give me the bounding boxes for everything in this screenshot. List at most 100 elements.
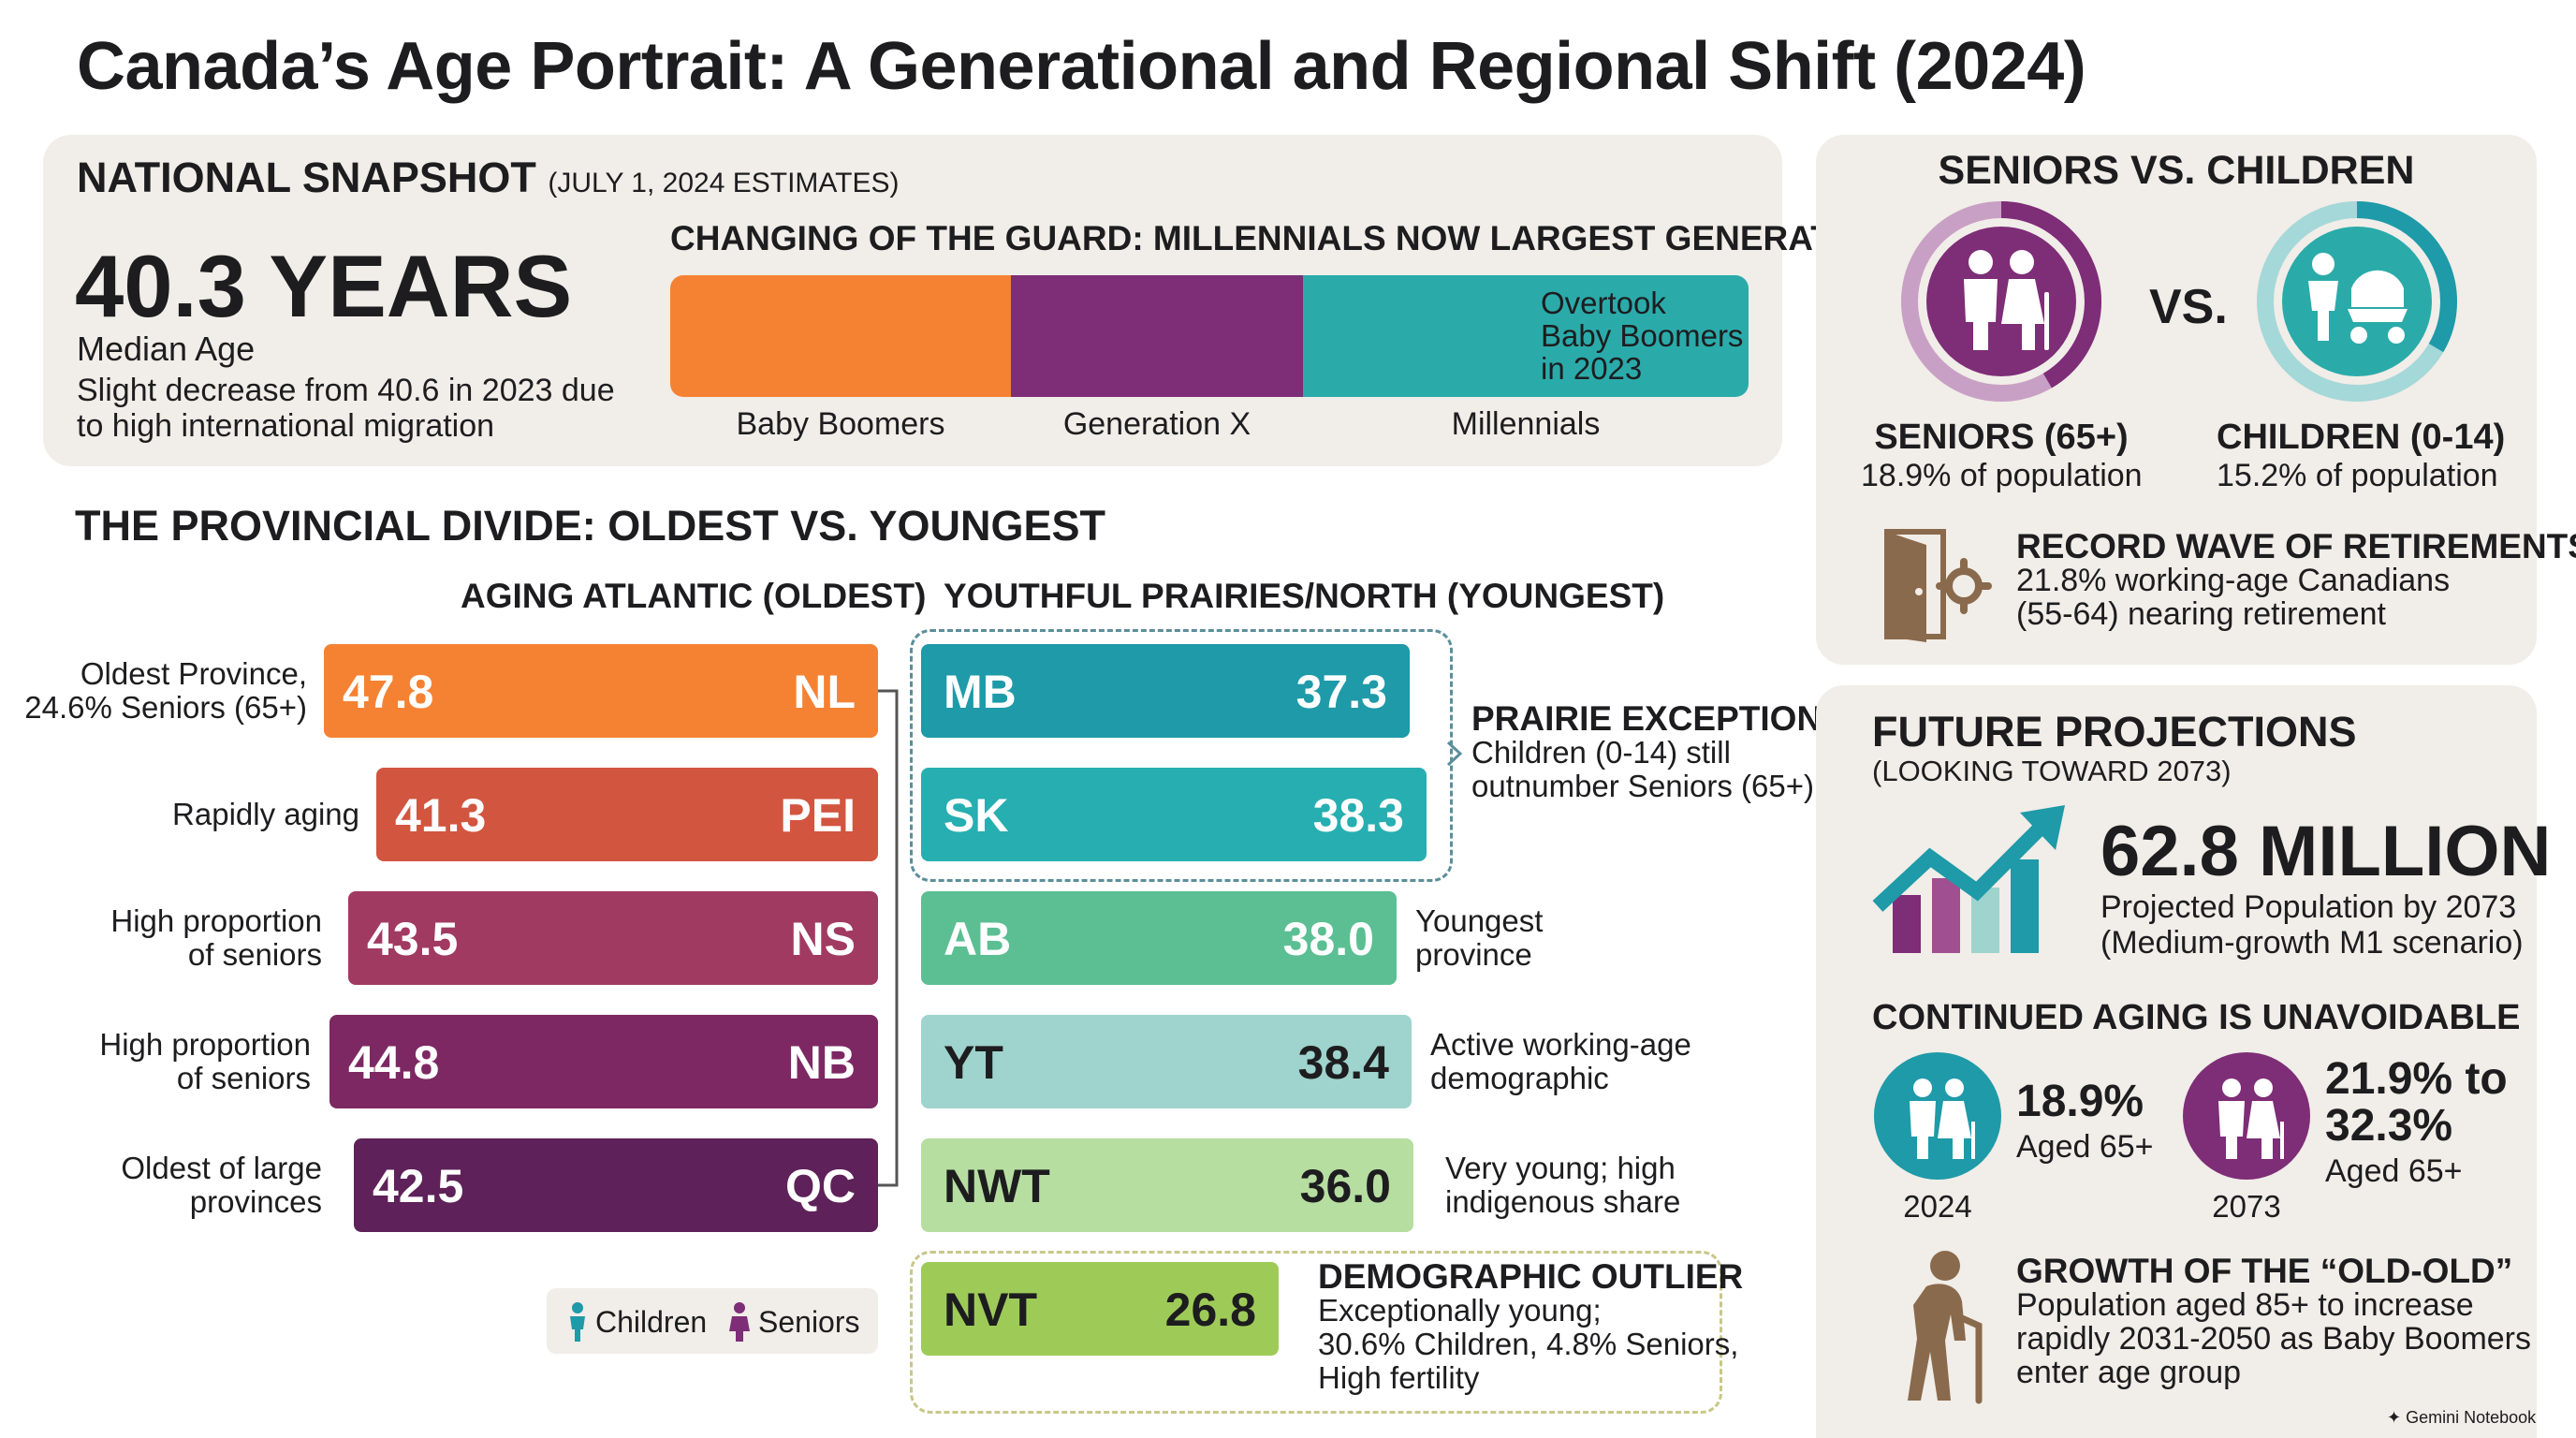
child-person-icon	[570, 1302, 585, 1342]
bar-code: SK	[944, 789, 1009, 842]
retirement-line: 21.8% working-age Canadians	[2016, 563, 2451, 598]
generation-x-label: Generation X	[1062, 406, 1251, 442]
bar-value: 38.0	[1282, 913, 1374, 965]
legend-seniors-label: Seniors	[758, 1305, 860, 1339]
generation-x-segment	[1011, 275, 1303, 397]
row-label-line: of seniors	[187, 937, 322, 972]
provincial-heading: THE PROVINCIAL DIVIDE: OLDEST VS. YOUNGE…	[75, 502, 1105, 550]
bar-value: 47.8	[343, 666, 434, 718]
snapshot-heading-text: NATIONAL SNAPSHOT	[77, 154, 536, 201]
snapshot-heading-sub: (JULY 1, 2024 ESTIMATES)	[548, 168, 900, 198]
aging-2073-value-line: 21.9% to	[2325, 1054, 2508, 1104]
child-stroller-icon	[2308, 253, 2408, 344]
bar-pei: 41.3 PEI	[376, 768, 878, 861]
median-age-label: Median Age	[77, 330, 256, 368]
bar-yt: YT 38.4	[921, 1015, 1412, 1108]
bar-nwt: NWT 36.0	[921, 1138, 1413, 1232]
bar-nvt: NVT 26.8	[921, 1262, 1279, 1356]
projected-population-value: 62.8 MILLION	[2100, 812, 2552, 891]
bar-value: 43.5	[367, 913, 459, 965]
seniors-2024-icon	[1874, 1052, 2001, 1180]
yt-note: Active working-age demographic	[1430, 1028, 1691, 1095]
seniors-2073-icon	[2183, 1052, 2310, 1180]
millennials-segment: Overtook Baby Boomers in 2023	[1303, 275, 1749, 397]
row-label-line: of seniors	[176, 1061, 311, 1095]
bar-code: QC	[785, 1160, 856, 1212]
population-note-line: Projected Population by 2073	[2100, 889, 2517, 925]
seniors-ring-chart	[1901, 201, 2101, 402]
population-note-line: (Medium-growth M1 scenario)	[2100, 925, 2524, 961]
outlier-frame	[910, 1251, 1722, 1414]
legend: Children Seniors	[547, 1288, 878, 1354]
elderly-cane-icon	[1908, 1251, 1983, 1404]
bar-nb: 44.8 NB	[329, 1015, 878, 1108]
bar-value: 36.0	[1299, 1160, 1391, 1212]
yt-note-line: demographic	[1430, 1061, 1609, 1095]
aging-2024-value: 18.9%	[2016, 1077, 2144, 1126]
retirement-door-icon	[1884, 529, 1992, 642]
brand-footer: ✦ Gemini Notebook	[2387, 1408, 2536, 1428]
snapshot-heading: NATIONAL SNAPSHOT (JULY 1, 2024 ESTIMATE…	[77, 154, 900, 202]
prairie-line: outnumber Seniors (65+)	[1471, 769, 1814, 803]
retirement-note: RECORD WAVE OF RETIREMENTS 21.8% working…	[2016, 529, 2576, 632]
row-label-line: Oldest Province,	[80, 656, 307, 691]
bar-value: 38.3	[1312, 789, 1404, 842]
millennials-note-line: Overtook	[1541, 286, 1666, 320]
prairie-title: PRAIRIE EXCEPTION	[1471, 699, 1822, 738]
ab-note: Youngest province	[1415, 904, 1543, 972]
aging-2073-year: 2073	[2212, 1189, 2281, 1224]
bar-code: NVT	[944, 1284, 1037, 1336]
bar-sk: SK 38.3	[921, 768, 1427, 861]
median-note-line: Slight decrease from 40.6 in 2023 due	[77, 373, 615, 408]
bar-ns: 43.5 NS	[348, 891, 878, 985]
seniors-title: SENIORS (65+)	[1874, 418, 2129, 457]
brand-label: Gemini Notebook	[2406, 1408, 2537, 1427]
aging-2024-year: 2024	[1903, 1189, 1972, 1224]
row-label-pei: Rapidly aging	[172, 798, 359, 831]
row-label-nb: High proportion of seniors	[99, 1028, 311, 1095]
millennials-note-line: in 2023	[1541, 351, 1643, 386]
future-heading: FUTURE PROJECTIONS	[1872, 708, 2357, 756]
bar-code: NL	[793, 666, 856, 718]
row-label-nl: Oldest Province, 24.6% Seniors (65+)	[24, 657, 307, 725]
prairie-exception-frame	[910, 629, 1453, 882]
seniors-caption: SENIORS (65+) 18.9% of population	[1861, 418, 2143, 494]
bar-value: 37.3	[1295, 666, 1387, 718]
baby-boomers-label: Baby Boomers	[736, 406, 945, 442]
children-caption: CHILDREN (0-14) 15.2% of population	[2217, 418, 2505, 494]
future-heading-sub: (LOOKING TOWARD 2073)	[1872, 755, 2232, 787]
bar-code: AB	[944, 913, 1012, 965]
old-old-line: Population aged 85+ to increase	[2016, 1287, 2474, 1323]
aging-2073-label: Aged 65+	[2325, 1153, 2463, 1189]
outlier-line: 30.6% Children, 4.8% Seniors,	[1318, 1327, 1739, 1361]
prairie-pointer	[1446, 741, 1463, 767]
children-ring-chart	[2257, 201, 2457, 402]
aging-2024-label: Aged 65+	[2016, 1129, 2154, 1165]
row-label-line: High proportion	[99, 1027, 311, 1062]
seniors-couple-icon	[1964, 250, 2049, 350]
bar-value: 42.5	[373, 1160, 464, 1212]
bar-value: 26.8	[1164, 1284, 1256, 1336]
growth-chart-icon	[1872, 805, 2065, 953]
children-percent: 15.2% of population	[2217, 458, 2498, 493]
row-label-qc: Oldest of large provinces	[121, 1152, 322, 1219]
retirement-line: (55-64) nearing retirement	[2016, 596, 2386, 632]
median-age-value: 40.3 YEARS	[75, 237, 573, 335]
page-title: Canada’s Age Portrait: A Generational an…	[77, 29, 2086, 104]
row-label-line: High proportion	[110, 903, 322, 938]
generation-title: CHANGING OF THE GUARD: MILLENNIALS NOW L…	[670, 219, 1894, 257]
old-old-title: GROWTH OF THE “OLD-OLD”	[2016, 1252, 2513, 1290]
senior-person-icon	[729, 1302, 750, 1342]
bar-nl: 47.8 NL	[324, 644, 878, 738]
bar-ab: AB 38.0	[921, 891, 1397, 985]
bar-code: NWT	[944, 1160, 1050, 1212]
bar-code: NS	[790, 913, 856, 965]
svc-heading: SENIORS VS. CHILDREN	[1938, 148, 2415, 193]
ab-note-line: Youngest	[1415, 903, 1544, 938]
left-column-header: AGING ATLANTIC (OLDEST)	[461, 577, 927, 615]
aging-title: CONTINUED AGING IS UNAVOIDABLE	[1872, 998, 2521, 1037]
old-old-note: GROWTH OF THE “OLD-OLD” Population aged …	[2016, 1252, 2531, 1389]
right-column-header: YOUTHFUL PRAIRIES/NORTH (YOUNGEST)	[944, 577, 1665, 615]
nwt-note-line: Very young; high	[1445, 1151, 1676, 1185]
bar-value: 41.3	[395, 789, 487, 842]
